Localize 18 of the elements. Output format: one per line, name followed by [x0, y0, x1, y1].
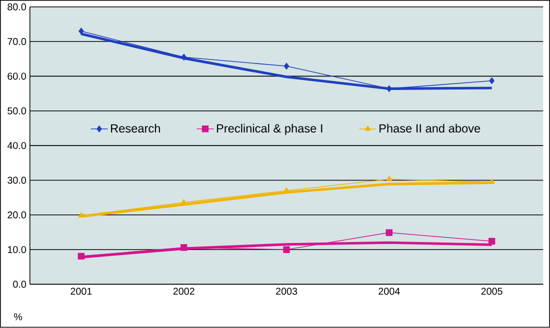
y-tick-label: 60.0 — [8, 72, 26, 80]
legend-label: Preclinical & phase I — [216, 124, 322, 136]
y-tick-label: 40.0 — [7, 142, 26, 150]
y-tick-label: 70.0 — [8, 38, 26, 46]
x-tick-label: 2005 — [481, 288, 502, 295]
y-tick-label: 10.0 — [8, 246, 26, 254]
legend-label: Phase II and above — [380, 124, 480, 133]
y-tick-label: 30.0 — [8, 176, 26, 184]
legend-label: Research — [111, 124, 160, 133]
y-axis-title: % — [14, 314, 22, 320]
x-tick-label: 2001 — [70, 288, 92, 295]
x-tick-label: 2004 — [378, 288, 400, 295]
y-tick-label: 50.0 — [8, 108, 26, 115]
y-tick-label: 20.0 — [8, 212, 26, 219]
x-tick-label: 2002 — [173, 288, 194, 295]
x-tick-label: 2003 — [276, 288, 298, 295]
y-tick-label: 0.0 — [13, 280, 26, 288]
y-tick-label: 80.0 — [8, 4, 26, 11]
